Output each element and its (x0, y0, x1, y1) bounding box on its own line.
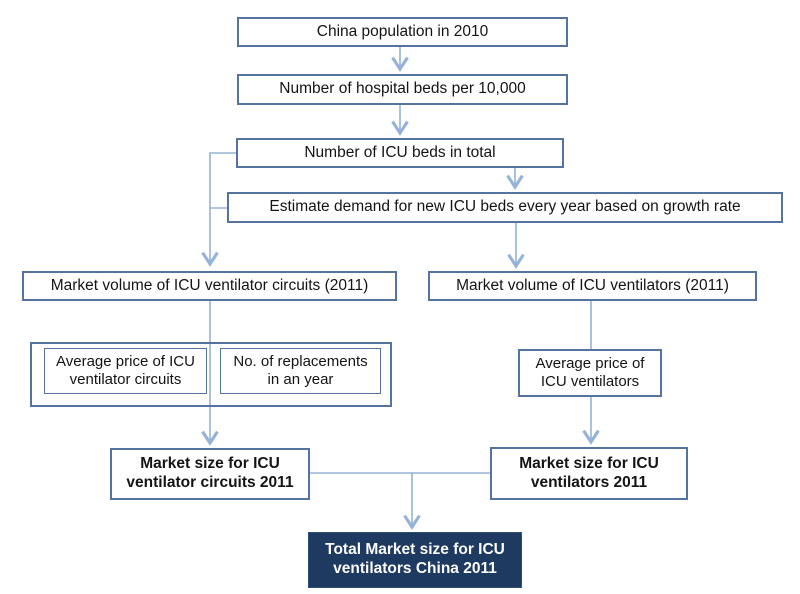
node-hospital-beds: Number of hospital beds per 10,000 (237, 74, 568, 105)
node-market-size-ventilators: Market size for ICU ventilators 2011 (490, 447, 688, 500)
node-market-size-ventilators-line2: ventilators 2011 (530, 473, 648, 491)
node-total-market-size-line1: Total Market size for ICU (325, 541, 505, 559)
node-estimate-demand: Estimate demand for new ICU beds every y… (227, 192, 783, 223)
node-market-volume-circuits-label: Market volume of ICU ventilator circuits… (50, 276, 369, 294)
node-icu-beds-total: Number of ICU beds in total (236, 138, 564, 168)
node-avg-price-ventilators-line2: ICU ventilators (540, 373, 640, 390)
node-market-size-ventilators-line1: Market size for ICU (519, 454, 659, 472)
node-hospital-beds-label: Number of hospital beds per 10,000 (279, 80, 526, 98)
connector-elbow-left-to-market-volume-circuits (201, 152, 236, 267)
node-market-volume-ventilators: Market volume of ICU ventilators (2011) (428, 271, 757, 301)
node-avg-price-circuits-line1: Average price of ICU (56, 352, 195, 370)
node-replacements-line1: No. of replacements (233, 352, 368, 370)
node-replacements-per-year: No. of replacements in an year (220, 348, 381, 394)
node-avg-price-circuits: Average price of ICU ventilator circuits (44, 348, 207, 394)
node-market-volume-circuits: Market volume of ICU ventilator circuits… (22, 271, 397, 301)
node-avg-price-circuits-line2: ventilator circuits (69, 371, 182, 388)
node-market-size-circuits-line1: Market size for ICU (140, 455, 280, 473)
node-replacements-line2: in an year (267, 371, 334, 388)
node-china-population-label: China population in 2010 (316, 22, 489, 40)
node-avg-price-ventilators: Average price of ICU ventilators (518, 349, 662, 397)
node-avg-price-ventilators-line1: Average price of (535, 354, 645, 372)
node-market-size-circuits: Market size for ICU ventilator circuits … (110, 448, 310, 500)
node-total-market-size: Total Market size for ICU ventilators Ch… (308, 532, 522, 588)
group-circuit-price-factors (30, 342, 392, 407)
node-market-volume-ventilators-label: Market volume of ICU ventilators (2011) (456, 276, 729, 294)
node-icu-beds-total-label: Number of ICU beds in total (304, 143, 496, 161)
node-market-size-circuits-line2: ventilator circuits 2011 (126, 474, 294, 491)
node-china-population: China population in 2010 (237, 17, 568, 47)
node-estimate-demand-label: Estimate demand for new ICU beds every y… (269, 198, 741, 216)
node-total-market-size-line2: ventilators China 2011 (333, 560, 497, 577)
